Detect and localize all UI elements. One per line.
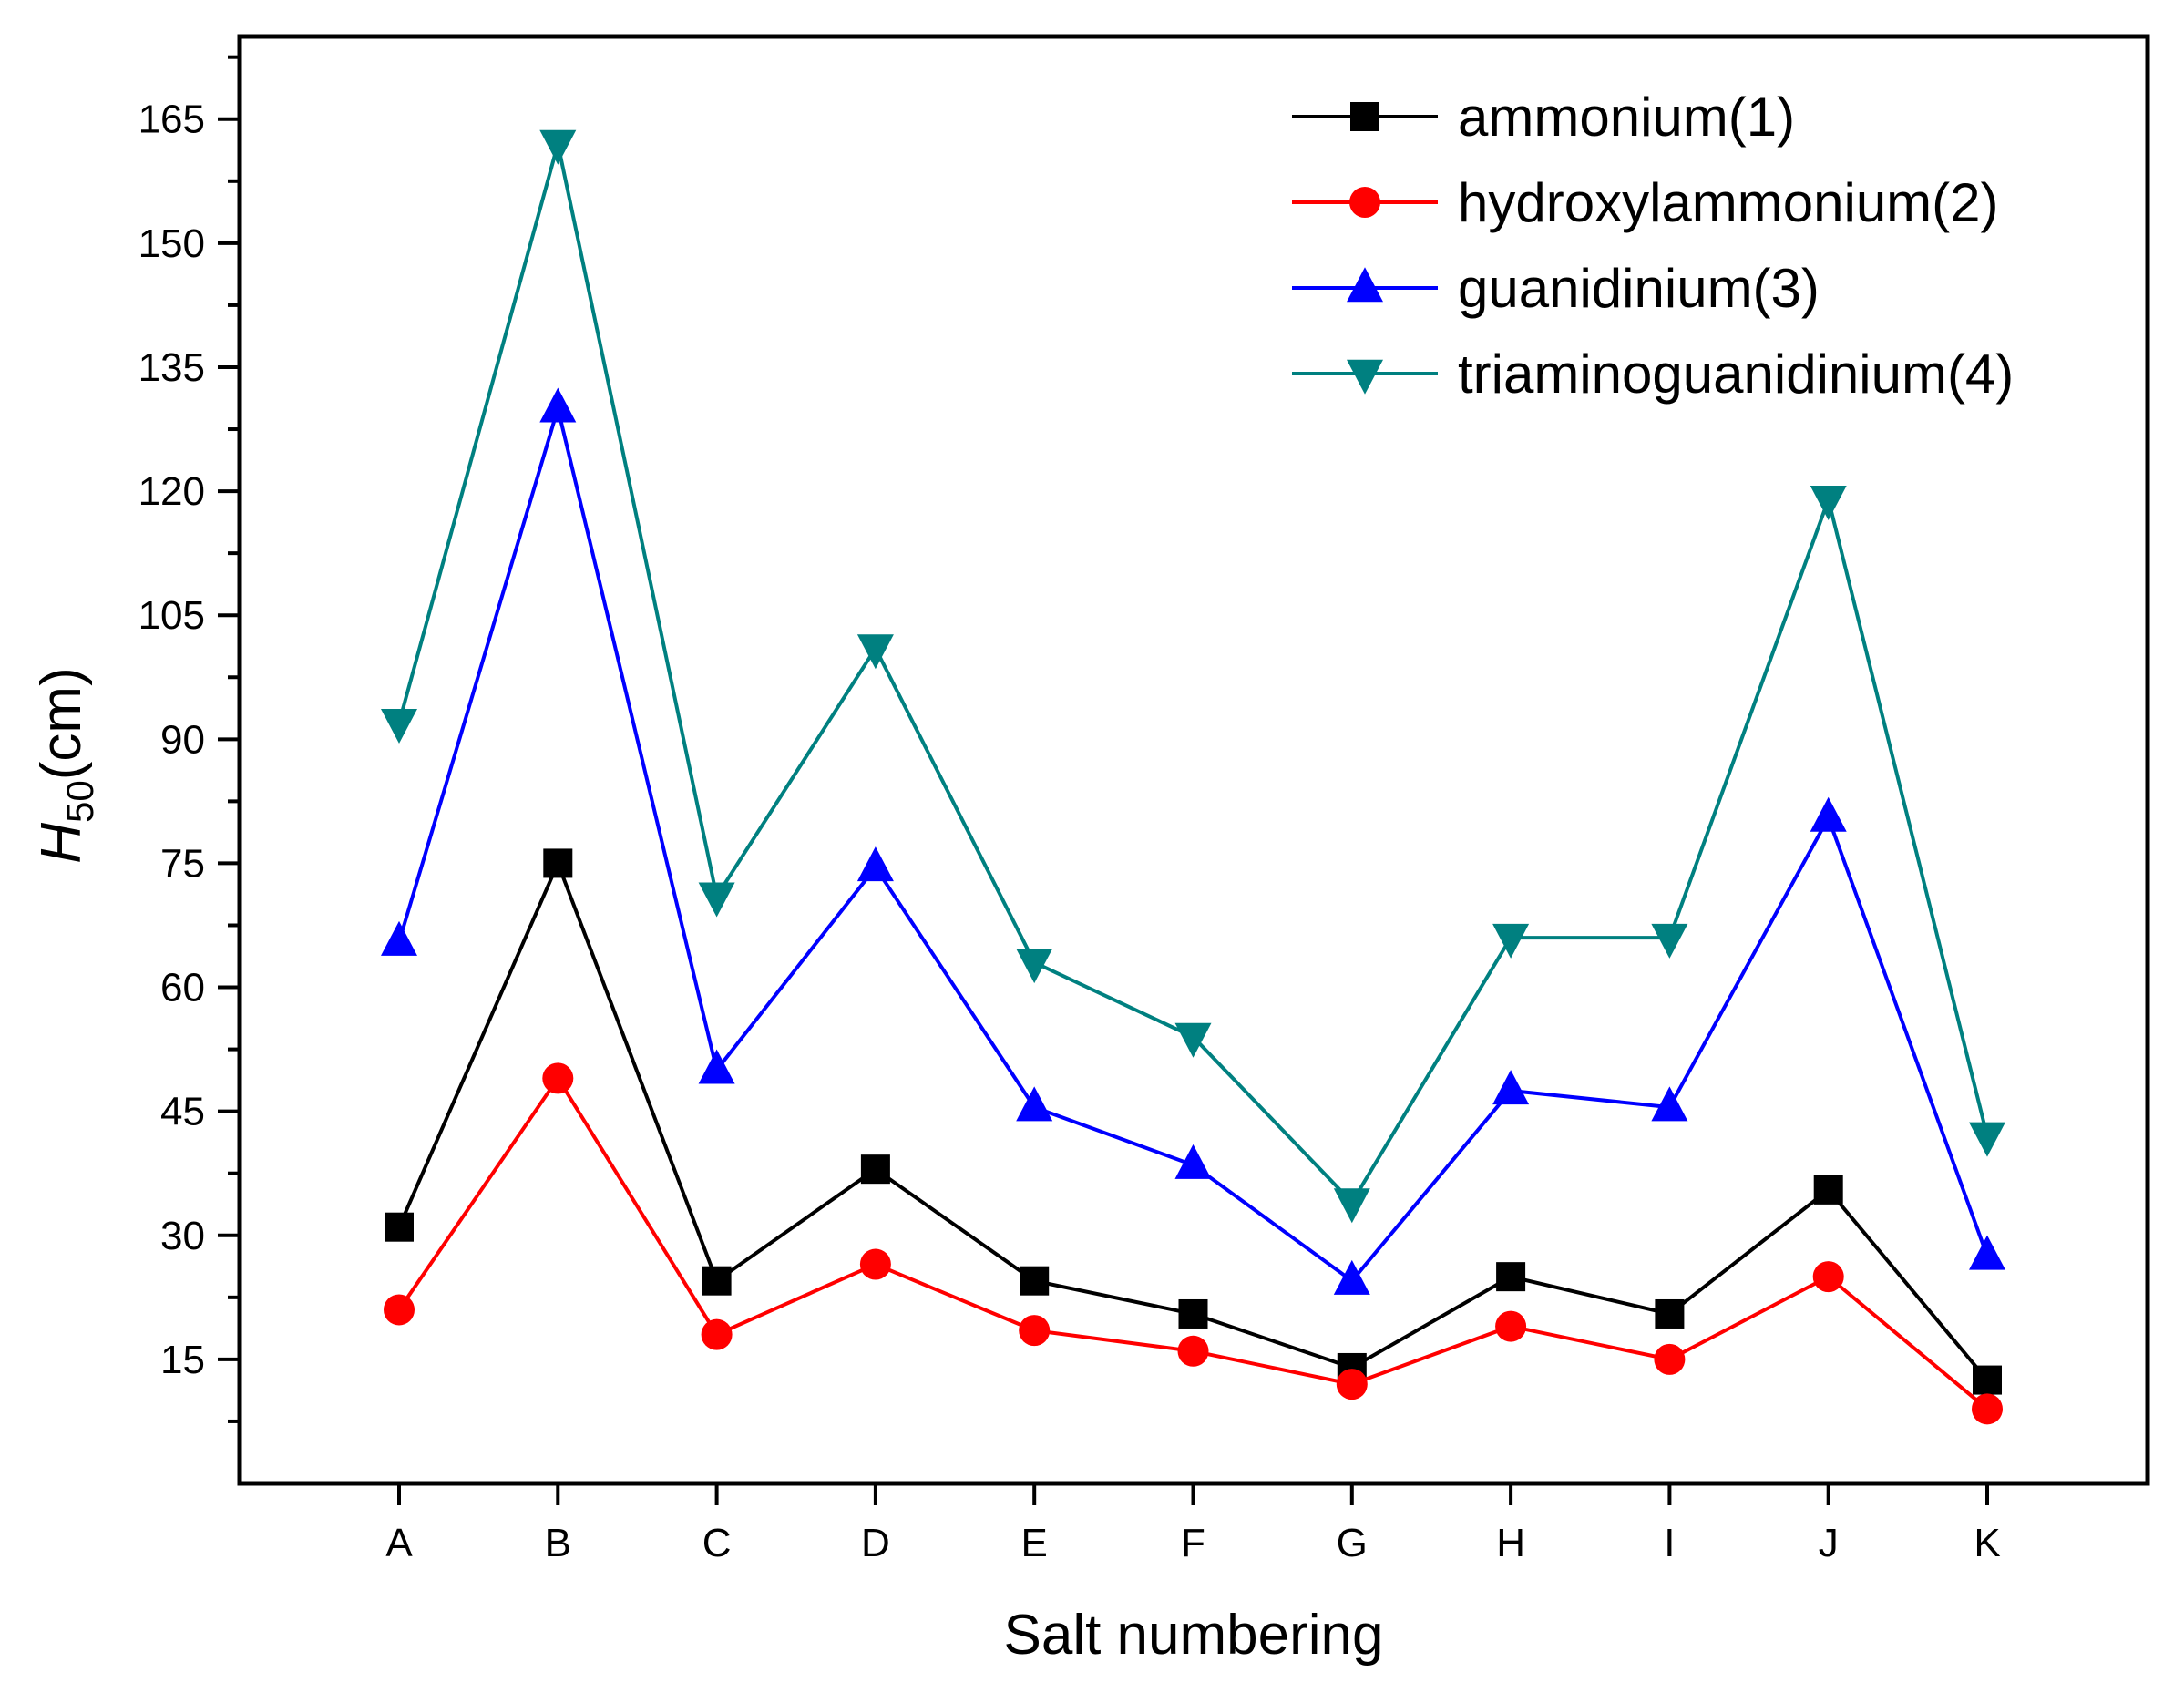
data-point xyxy=(1174,1144,1212,1179)
y-axis-title-unit: (cm) xyxy=(30,667,93,780)
x-tick-label: K xyxy=(1974,1521,2000,1565)
x-tick-label: I xyxy=(1664,1521,1675,1565)
data-point xyxy=(381,920,417,956)
data-point xyxy=(539,129,577,165)
y-tick-label: 90 xyxy=(160,717,205,762)
x-tick-label: F xyxy=(1181,1521,1205,1565)
series-triangle-down xyxy=(381,129,2005,1224)
x-tick-label: H xyxy=(1496,1521,1525,1565)
data-point xyxy=(1336,1369,1368,1400)
legend-marker xyxy=(1347,267,1383,303)
data-point xyxy=(1655,1298,1685,1329)
data-point xyxy=(859,1248,891,1280)
data-point xyxy=(1020,1266,1050,1296)
data-point xyxy=(1495,1310,1527,1342)
y-tick-label: 15 xyxy=(160,1338,205,1382)
data-point xyxy=(1972,1393,2003,1425)
y-axis-title: H50(cm) xyxy=(30,667,101,863)
y-tick-label: 105 xyxy=(138,593,205,638)
data-point xyxy=(1016,949,1053,984)
data-point xyxy=(860,1154,890,1185)
legend-item: ammonium(1) xyxy=(1292,87,1795,148)
x-tick-label: J xyxy=(1819,1521,1839,1565)
data-point xyxy=(701,1318,733,1350)
data-point xyxy=(1969,1235,2005,1270)
y-tick-label: 135 xyxy=(138,345,205,390)
legend-marker xyxy=(1347,359,1383,395)
y-tick-label: 120 xyxy=(138,469,205,514)
data-point xyxy=(1651,923,1688,959)
x-tick-label: A xyxy=(385,1521,413,1565)
y-axis-title-main: H xyxy=(30,823,93,864)
data-point xyxy=(1973,1365,2002,1395)
data-point xyxy=(1651,1086,1688,1122)
data-point xyxy=(1813,1175,1843,1205)
data-point xyxy=(1496,1262,1526,1292)
y-tick-label: 165 xyxy=(138,97,205,142)
series-circle xyxy=(384,1062,2003,1425)
y-tick-label: 60 xyxy=(160,966,205,1011)
series-layer xyxy=(381,129,2005,1425)
data-point xyxy=(1333,1259,1370,1295)
data-point xyxy=(1654,1343,1686,1375)
data-point xyxy=(542,1062,574,1094)
x-tick-label: E xyxy=(1021,1521,1048,1565)
data-point xyxy=(856,634,894,670)
data-point xyxy=(1019,1315,1051,1347)
data-point xyxy=(1969,1122,2005,1157)
legend-marker xyxy=(1350,102,1379,131)
data-point xyxy=(385,1212,414,1242)
series-triangle-up xyxy=(381,387,2005,1295)
data-point xyxy=(381,708,417,744)
legend-label: guanidinium(3) xyxy=(1458,258,1820,319)
data-point xyxy=(1174,1022,1212,1058)
x-tick-label: B xyxy=(545,1521,571,1565)
legend-item: triaminoguanidinium(4) xyxy=(1292,344,2014,405)
data-point xyxy=(1178,1298,1208,1329)
data-point xyxy=(702,1266,732,1296)
y-axis-title-sub: 50 xyxy=(58,780,101,823)
x-axis: A B C D E F G H I J K xyxy=(385,1483,2001,1565)
data-point xyxy=(1016,1086,1053,1122)
y-tick-label: 30 xyxy=(160,1214,205,1258)
data-point xyxy=(1333,1188,1370,1224)
x-tick-label: D xyxy=(861,1521,890,1565)
y-tick-label: 150 xyxy=(138,221,205,266)
legend-marker xyxy=(1349,187,1380,218)
y-tick-label: 45 xyxy=(160,1090,205,1134)
legend-item: hydroxylammonium(2) xyxy=(1292,172,1999,233)
legend-label: ammonium(1) xyxy=(1458,87,1795,148)
legend-label: triaminoguanidinium(4) xyxy=(1458,344,2014,405)
data-point xyxy=(1492,1070,1530,1105)
plot-frame xyxy=(237,34,2150,1486)
data-point xyxy=(1177,1335,1209,1367)
y-tick-label: 75 xyxy=(160,841,205,886)
legend-item: guanidinium(3) xyxy=(1292,258,1820,319)
data-point xyxy=(1810,796,1847,832)
data-point xyxy=(1810,485,1847,520)
data-point xyxy=(698,1049,735,1084)
x-axis-title: Salt numbering xyxy=(1003,1604,1383,1667)
y-axis: 15 30 45 60 75 90 105 120 135 150 165 xyxy=(138,55,240,1423)
data-point xyxy=(856,846,894,882)
data-point xyxy=(384,1294,415,1326)
x-tick-label: C xyxy=(702,1521,732,1565)
data-point xyxy=(1492,923,1530,959)
x-tick-label: G xyxy=(1337,1521,1368,1565)
series-square xyxy=(385,848,2002,1395)
data-point xyxy=(543,848,573,878)
data-point xyxy=(698,882,735,918)
data-point xyxy=(1812,1261,1844,1293)
legend-label: hydroxylammonium(2) xyxy=(1458,172,1999,233)
legend: ammonium(1) hydroxylammonium(2) guanidiniu… xyxy=(1292,87,2014,405)
data-point xyxy=(539,387,577,423)
